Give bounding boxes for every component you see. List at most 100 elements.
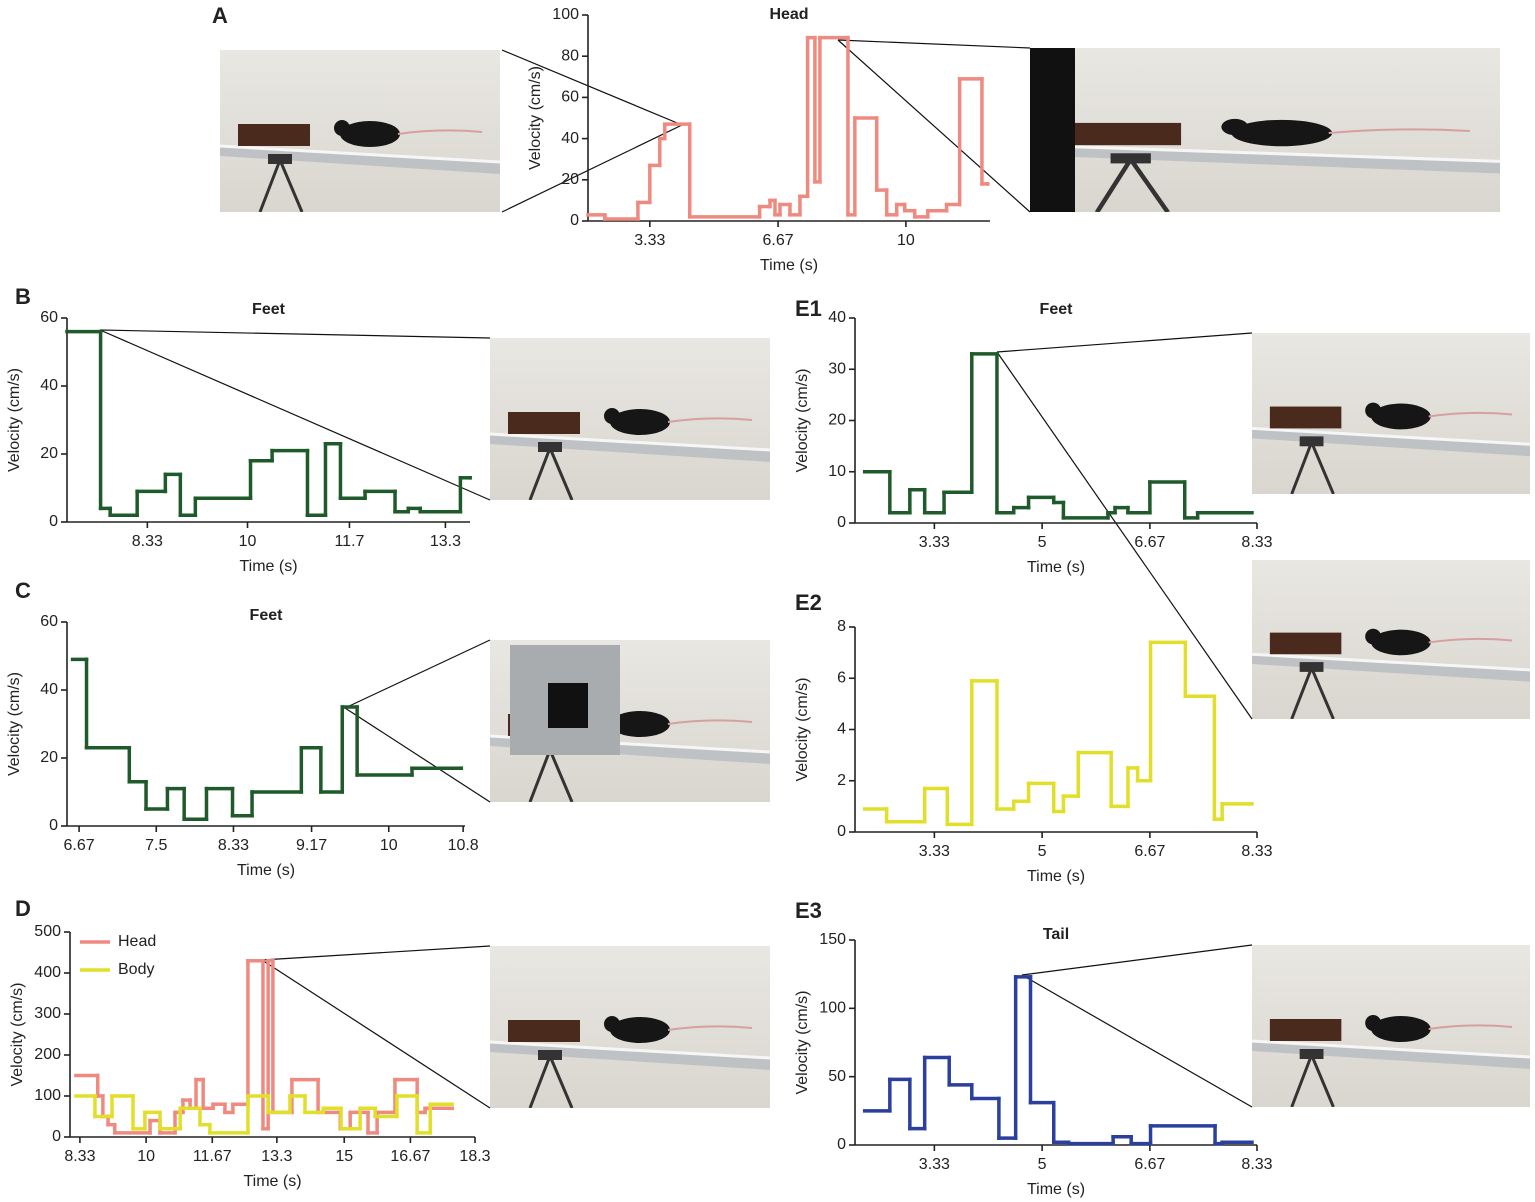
zoom-line (837, 39, 1031, 213)
zoom-line (261, 959, 491, 1109)
x-tick-label: 6.67 (1134, 534, 1165, 551)
zoom-line (99, 329, 491, 339)
y-tick-label: 100 (34, 1087, 61, 1104)
y-tick-label: 400 (34, 964, 61, 981)
video-frame (1252, 333, 1530, 494)
y-axis-label: Velocity (cm/s) (9, 982, 26, 1086)
y-tick-label: 40 (40, 377, 58, 394)
y-tick-label: 4 (837, 721, 846, 738)
y-axis-label: Velocity (cm/s) (6, 368, 23, 472)
x-tick-label: 8.33 (64, 1148, 95, 1165)
x-axis-label: Time (s) (1027, 559, 1085, 576)
x-axis-label: Time (s) (1027, 1181, 1085, 1198)
zoom-line (261, 945, 491, 961)
y-tick-label: 40 (561, 130, 579, 147)
x-tick-label: 5 (1038, 534, 1047, 551)
y-tick-label: 20 (40, 749, 58, 766)
zoom-line (996, 332, 1253, 353)
video-frame (490, 338, 770, 500)
photos (220, 48, 1530, 1108)
y-tick-label: 0 (570, 212, 579, 229)
panel-label: D (15, 896, 31, 921)
panel-label: E2 (795, 590, 822, 615)
y-tick-label: 20 (40, 445, 58, 462)
video-frame-shadow (1030, 48, 1075, 212)
x-tick-label: 5 (1038, 1156, 1047, 1173)
x-tick-label: 8.33 (218, 837, 249, 854)
chart-title: Feet (250, 607, 284, 624)
x-tick-label: 3.33 (919, 1156, 950, 1173)
zoom-line (1021, 974, 1253, 1108)
x-tick-label: 10.8 (448, 837, 479, 854)
x-tick-label: 13.3 (430, 533, 461, 550)
chart-title: Head (769, 6, 808, 23)
y-tick-label: 10 (828, 463, 846, 480)
zoom-line (1021, 944, 1253, 976)
video-frame (1030, 48, 1500, 212)
chart-panel: A Head 0 20 40 60 80 100 3.33 6.67 10 Time (s) Veloc… (212, 3, 990, 274)
y-axis-label: Velocity (cm/s) (6, 672, 23, 776)
x-tick-label: 15 (335, 1148, 353, 1165)
zoom-line (99, 329, 491, 501)
y-tick-label: 60 (561, 89, 579, 106)
x-axis-label: Time (s) (243, 1173, 301, 1190)
zoom-line (501, 49, 683, 126)
chart-panel: E3 Tail 0 50 100 150 3.33 5 6.67 8.33 Time (s) Velo… (794, 898, 1272, 1198)
video-frame (1252, 945, 1530, 1107)
y-tick-label: 500 (34, 923, 61, 940)
x-axis-label: Time (s) (760, 257, 818, 274)
y-tick-label: 50 (828, 1068, 846, 1085)
x-tick-label: 10 (137, 1148, 155, 1165)
y-tick-label: 0 (837, 514, 846, 531)
y-axis-label: Velocity (cm/s) (527, 66, 544, 170)
video-frame (490, 946, 770, 1108)
legend-label: Body (118, 961, 154, 978)
y-tick-label: 20 (561, 171, 579, 188)
x-tick-label: 8.33 (1241, 534, 1272, 551)
video-frame-box (548, 683, 588, 728)
y-axis-label: Velocity (cm/s) (794, 368, 811, 472)
y-tick-label: 60 (40, 613, 58, 630)
x-tick-label: 16.67 (390, 1148, 430, 1165)
y-axis-label: Velocity (cm/s) (794, 677, 811, 781)
y-tick-label: 200 (34, 1046, 61, 1063)
panel-label: A (212, 3, 228, 28)
panel-label: C (15, 578, 31, 603)
x-tick-label: 13.3 (261, 1148, 292, 1165)
panel-label: E1 (795, 296, 822, 321)
y-tick-label: 150 (819, 931, 846, 948)
x-axis-label: Time (s) (239, 558, 297, 575)
legend-label: Head (118, 933, 156, 950)
x-tick-label: 10 (380, 837, 398, 854)
y-tick-label: 30 (828, 360, 846, 377)
y-tick-label: 100 (819, 1000, 846, 1017)
x-tick-label: 3.33 (634, 232, 665, 249)
x-tick-label: 3.33 (919, 843, 950, 860)
x-tick-label: 10 (897, 232, 915, 249)
x-tick-label: 11.67 (193, 1148, 232, 1165)
y-tick-label: 60 (40, 309, 58, 326)
x-tick-label: 6.67 (1134, 1156, 1165, 1173)
zoom-line (344, 639, 491, 709)
x-tick-label: 10 (239, 533, 257, 550)
y-tick-label: 300 (34, 1005, 61, 1022)
y-tick-label: 40 (40, 681, 58, 698)
x-tick-label: 6.67 (1134, 843, 1165, 860)
x-tick-label: 18.3 (459, 1148, 490, 1165)
y-tick-label: 0 (837, 823, 846, 840)
y-tick-label: 2 (837, 772, 846, 789)
chart-panel: B Feet 0 20 40 60 8.33 10 11.7 13.3 Time (s) Veloci… (6, 284, 472, 575)
zoom-lines (99, 39, 1253, 1109)
video-frame (220, 50, 500, 212)
x-tick-label: 8.33 (132, 533, 163, 550)
zoom-line (501, 124, 683, 213)
x-tick-label: 8.33 (1241, 843, 1272, 860)
x-tick-label: 9.17 (296, 837, 327, 854)
chart-panel: C Feet 0 20 40 60 6.67 7.5 8.33 9.17 10 10.8 Time (s… (6, 578, 479, 879)
chart-title: Feet (1040, 301, 1074, 318)
zoom-line (837, 39, 1031, 49)
y-tick-label: 6 (837, 669, 846, 686)
x-tick-label: 11.7 (334, 533, 364, 550)
chart-title: Feet (252, 301, 286, 318)
